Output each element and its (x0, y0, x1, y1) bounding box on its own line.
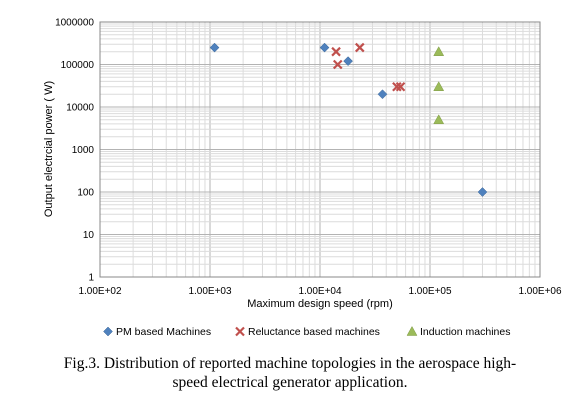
y-tick-label: 100000 (61, 60, 95, 71)
legend-label: Induction machines (420, 326, 510, 338)
legend: PM based Machines Reluctance based machin… (103, 325, 510, 338)
data-point (355, 42, 365, 53)
x-tick-label: 1.00E+04 (298, 286, 342, 297)
data-markers (209, 42, 488, 197)
data-point (209, 42, 220, 53)
y-tick-label: 10 (83, 230, 95, 241)
data-point (433, 46, 445, 56)
legend-label: PM based Machines (116, 326, 211, 338)
data-point (343, 56, 353, 66)
data-point (433, 114, 445, 125)
y-tick-label: 1000000 (55, 18, 94, 29)
y-tick-labels: 1 10 100 1000 10000 100000 1000000 (55, 18, 94, 284)
x-tick-label: 1.00E+02 (78, 286, 122, 297)
y-axis-title: Output electrcial power ( W) (43, 81, 55, 217)
y-tick-label: 1 (88, 273, 94, 284)
data-point (433, 81, 445, 91)
plot-border (99, 21, 541, 278)
legend-marker (406, 325, 418, 336)
y-tick-label: 1000 (72, 145, 95, 156)
x-tick-label: 1.00E+05 (408, 286, 452, 297)
data-point (395, 81, 406, 92)
legend-marker (103, 326, 113, 337)
legend-marker (235, 326, 245, 337)
legend-label: Reluctance based machines (248, 326, 380, 338)
caption-line-2: speed electrical generator application. (172, 374, 408, 391)
caption-line-1: Fig.3. Distribution of reported machine … (63, 355, 517, 372)
y-tick-label: 10000 (66, 103, 94, 114)
y-tick-label: 100 (77, 188, 94, 199)
data-point (392, 81, 402, 92)
grid (100, 22, 540, 277)
x-tick-labels: 1.00E+02 1.00E+03 1.00E+04 1.00E+05 1.00E+06 (78, 286, 562, 297)
data-point (332, 59, 343, 70)
x-tick-label: 1.00E+06 (518, 286, 562, 297)
data-point (331, 46, 341, 57)
data-point (377, 89, 388, 100)
x-axis-title: Maximum design speed (rpm) (247, 298, 393, 310)
figure-caption: Fig.3. Distribution of reported machine … (40, 354, 540, 392)
data-point (477, 187, 488, 197)
data-point (319, 42, 330, 53)
x-tick-label: 1.00E+03 (188, 286, 232, 297)
